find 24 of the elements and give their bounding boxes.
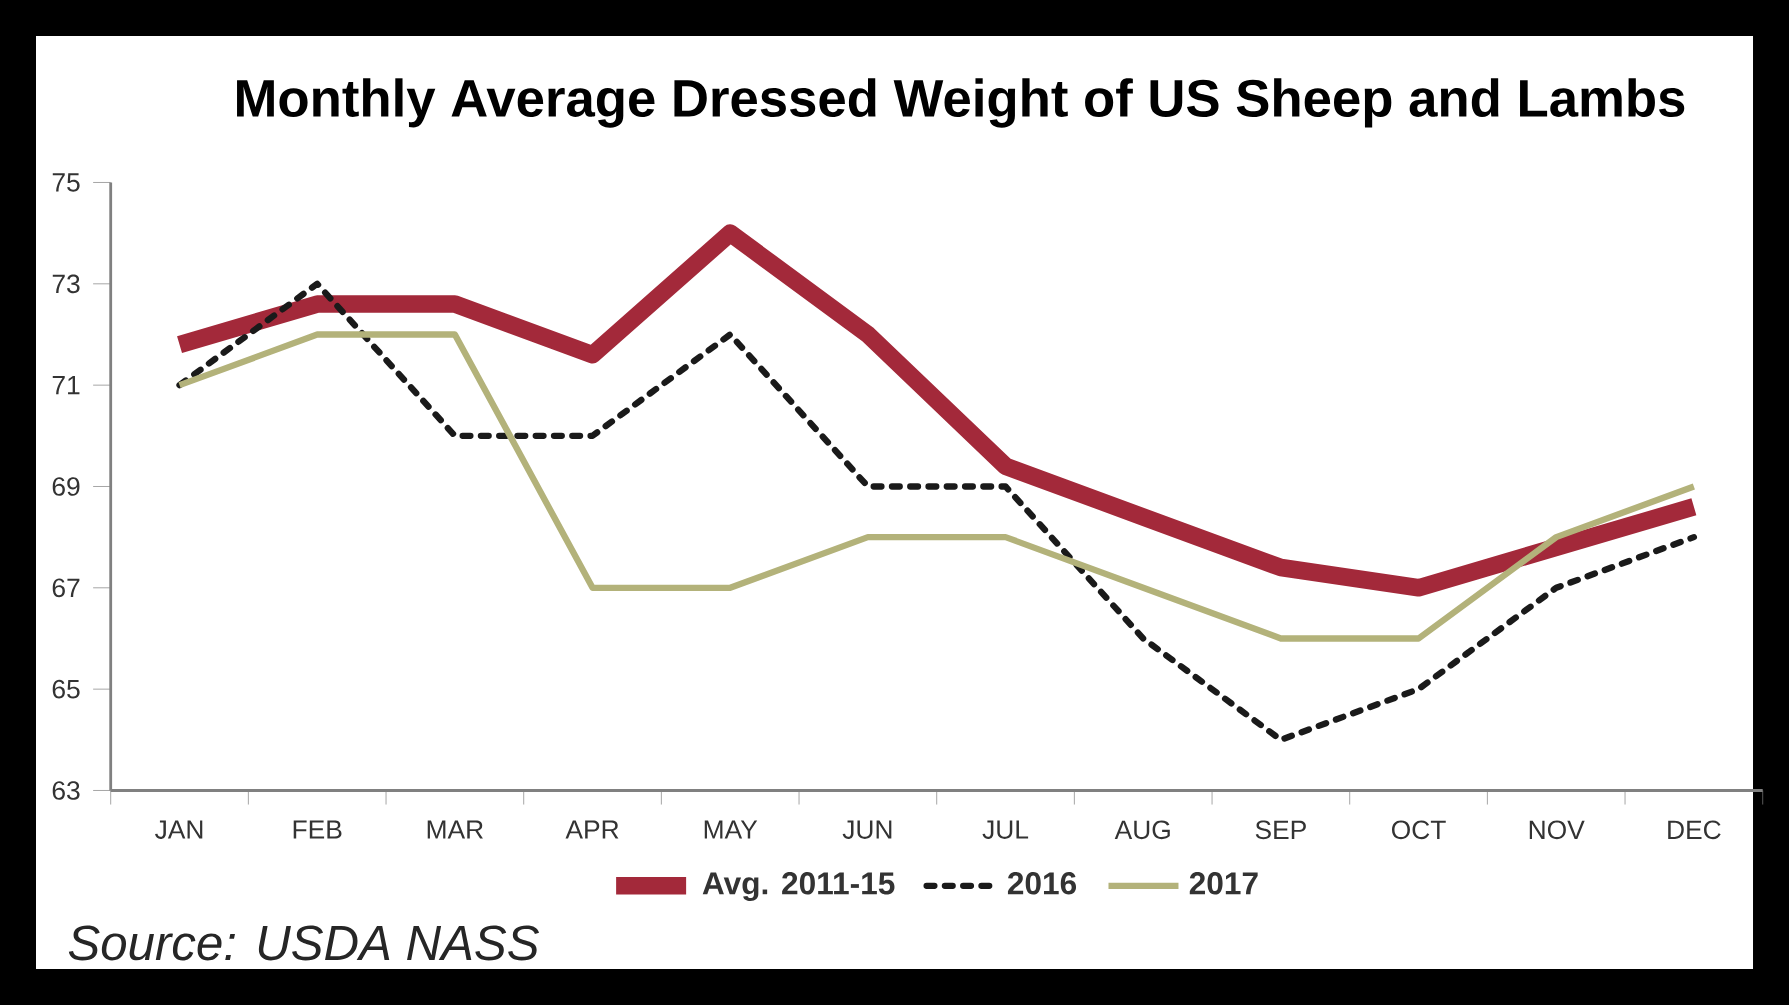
y-tick-label: 67: [52, 578, 80, 598]
x-tick-label: JUL: [982, 820, 1029, 839]
x-tick-label: SEP: [1255, 820, 1306, 840]
x-tick-label: NOV: [1529, 820, 1585, 840]
x-tick-label: FEB: [293, 820, 342, 839]
legend-label: Avg. 2011-15: [702, 872, 895, 901]
y-tick-label: 65: [52, 679, 80, 699]
source-note: Source: USDA NASS: [68, 925, 540, 961]
x-tick-label: JUN: [842, 820, 892, 839]
x-tick-label: APR: [565, 820, 619, 839]
legend-label: 2017: [1189, 872, 1258, 895]
y-tick-label: 75: [52, 173, 80, 192]
y-tick-label: 69: [52, 477, 80, 496]
x-tick-label: MAY: [704, 820, 758, 839]
x-tick-label: AUG: [1114, 820, 1170, 840]
chart-title: Monthly Average Dressed Weight of US Sheep and Lambs: [237, 78, 1685, 128]
x-tick-label: JAN: [155, 820, 203, 839]
y-tick-label: 71: [52, 376, 80, 395]
x-tick-label: OCT: [1391, 820, 1446, 840]
x-tick-label: MAR: [427, 820, 483, 839]
y-tick-label: 73: [52, 274, 80, 294]
y-tick-label: 63: [52, 781, 80, 800]
legend-label: 2016: [1007, 872, 1077, 895]
x-tick-label: DEC: [1668, 820, 1721, 840]
